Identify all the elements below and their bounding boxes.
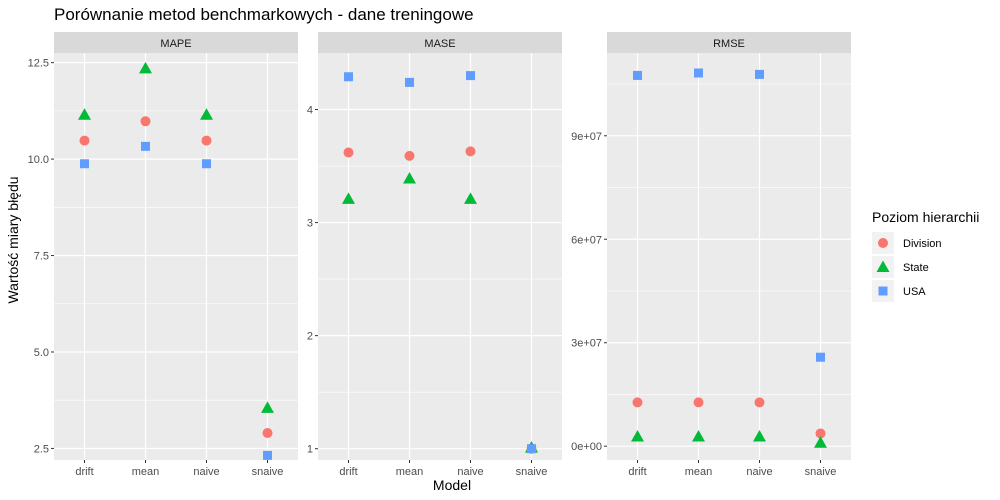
point-mape-division-mean [140, 116, 151, 127]
point-rmse-division-naive [754, 397, 765, 408]
x-axis-title: Model [433, 477, 471, 493]
x-tick-label-drift: drift [339, 466, 357, 478]
point-rmse-state-snaive [814, 436, 827, 448]
point-mape-division-snaive [262, 427, 273, 438]
facet-rmse: RMSE 0e+00 3e+07 6e+07 9e+07 drift mean naive sn… [571, 32, 851, 478]
x-tick-label-mean: mean [685, 466, 713, 478]
point-mase-division-drift [343, 147, 354, 158]
point-mase-division-naive [465, 146, 476, 157]
x-tick-label-snaive: snaive [805, 466, 837, 478]
point-mase-usa-drift [344, 72, 353, 82]
legend: Poziom hierarchii Division State USA [872, 209, 979, 302]
legend-symbol-division [878, 238, 888, 248]
plot-panel [318, 53, 562, 460]
legend-symbol-state [876, 260, 890, 272]
x-tick-label-snaive: snaive [252, 466, 284, 478]
point-rmse-usa-snaive [816, 352, 825, 362]
facet-strip-label: MASE [424, 38, 455, 50]
y-tick-label: 2.5 [34, 443, 49, 455]
point-mape-usa-drift [80, 159, 89, 169]
point-mape-division-naive [201, 135, 212, 146]
legend-symbol-usa [878, 286, 888, 296]
y-tick-label: 12.5 [28, 58, 49, 70]
facet-mape: MAPE 2.5 5.0 7.5 10.0 12.5 drift mean naive snaiv… [28, 32, 298, 478]
y-tick-label: 9e+07 [571, 131, 602, 143]
y-tick-label: 10.0 [28, 154, 49, 166]
facet-strip-label: RMSE [713, 38, 745, 50]
point-rmse-state-drift [631, 430, 644, 442]
point-rmse-usa-naive [755, 69, 764, 79]
point-rmse-division-drift [632, 397, 643, 408]
y-tick-label: 4 [307, 105, 313, 117]
facet-strip [54, 32, 298, 53]
facet-mase: MASE 1 2 3 4 drift mean naive snaive [307, 32, 562, 478]
point-rmse-usa-drift [633, 70, 642, 80]
x-tick-label-naive: naive [193, 466, 219, 478]
point-mape-usa-snaive [263, 450, 272, 460]
facet-strip [607, 32, 851, 53]
legend-label-usa: USA [903, 286, 926, 298]
chart-title: Porównanie metod benchmarkowych - dane t… [54, 5, 474, 24]
legend-items: Division State USA [872, 232, 942, 302]
legend-title: Poziom hierarchii [872, 209, 979, 225]
plot-panel [54, 53, 298, 460]
point-mase-state-mean [403, 171, 416, 184]
y-tick-label: 1 [307, 444, 313, 456]
legend-label-division: Division [903, 238, 942, 250]
y-tick-label: 2 [307, 331, 313, 343]
plot-panel [607, 53, 851, 460]
point-mase-division-mean [404, 150, 415, 161]
facet-strip [318, 32, 562, 53]
point-mase-usa-naive [466, 71, 475, 81]
x-tick-label-naive: naive [746, 466, 772, 478]
y-tick-label: 0e+00 [571, 441, 602, 453]
point-rmse-state-naive [753, 430, 766, 442]
point-mape-usa-mean [141, 141, 150, 151]
y-tick-label: 3 [307, 218, 313, 230]
x-tick-label-mean: mean [396, 466, 424, 478]
point-rmse-division-mean [693, 397, 704, 408]
point-rmse-state-mean [692, 430, 705, 442]
facet-panels: MAPE 2.5 5.0 7.5 10.0 12.5 drift mean naive snaiv… [28, 32, 851, 478]
point-mape-usa-naive [202, 159, 211, 169]
point-mape-state-snaive [261, 401, 274, 413]
x-tick-label-mean: mean [132, 466, 160, 478]
y-axis-title: Wartość miary błędu [5, 176, 21, 303]
y-tick-label: 7.5 [34, 251, 49, 263]
x-tick-label-drift: drift [628, 466, 646, 478]
point-mape-state-mean [139, 61, 152, 74]
point-mase-usa-mean [405, 77, 414, 87]
point-rmse-usa-mean [694, 68, 703, 78]
point-mase-state-naive [464, 192, 477, 204]
point-mape-division-drift [79, 135, 90, 146]
y-tick-label: 3e+07 [571, 338, 602, 350]
point-rmse-division-snaive [815, 428, 826, 439]
legend-label-state: State [903, 262, 929, 274]
y-tick-label: 5.0 [34, 347, 49, 359]
y-tick-label: 6e+07 [571, 234, 602, 246]
x-tick-label-snaive: snaive [516, 466, 548, 478]
x-tick-label-drift: drift [75, 466, 93, 478]
point-mase-usa-snaive [527, 444, 536, 454]
point-mase-state-drift [342, 192, 355, 204]
point-mape-state-drift [78, 108, 91, 120]
x-tick-label-naive: naive [457, 466, 483, 478]
facet-strip-label: MAPE [160, 38, 191, 50]
point-mape-state-naive [200, 108, 213, 120]
